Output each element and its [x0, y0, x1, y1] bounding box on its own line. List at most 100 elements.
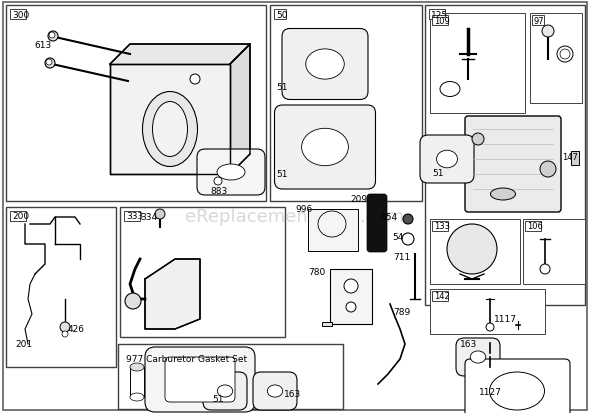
Bar	[432, 221, 448, 231]
Text: 97: 97	[534, 17, 545, 26]
Text: 51: 51	[276, 83, 287, 92]
Text: 1127: 1127	[479, 387, 502, 396]
Circle shape	[403, 214, 413, 224]
Bar	[430, 14, 525, 114]
Text: 51: 51	[432, 169, 444, 178]
Bar	[571, 152, 579, 166]
Bar	[124, 211, 140, 221]
Bar	[530, 14, 582, 104]
Text: 163: 163	[460, 339, 477, 349]
Circle shape	[540, 161, 556, 178]
Text: 147: 147	[562, 153, 578, 162]
Bar	[430, 289, 545, 334]
Polygon shape	[145, 259, 200, 329]
Bar	[274, 10, 286, 20]
Text: 333: 333	[126, 212, 143, 221]
Bar	[308, 209, 358, 252]
Circle shape	[540, 264, 550, 274]
Text: 163: 163	[284, 389, 301, 399]
Circle shape	[49, 33, 55, 39]
Ellipse shape	[143, 92, 198, 167]
Ellipse shape	[490, 189, 516, 201]
Text: 54: 54	[392, 233, 404, 242]
Polygon shape	[230, 45, 250, 175]
Text: 300: 300	[12, 10, 30, 19]
Bar	[130, 367, 144, 397]
Text: 51: 51	[276, 170, 287, 179]
Circle shape	[214, 178, 222, 185]
Text: 996: 996	[295, 205, 312, 214]
Bar	[523, 219, 585, 284]
Text: 201: 201	[15, 339, 32, 349]
Text: 883: 883	[210, 187, 227, 196]
Text: 133: 133	[434, 222, 450, 231]
FancyBboxPatch shape	[197, 150, 265, 195]
Bar	[432, 291, 448, 301]
Circle shape	[542, 26, 554, 38]
Bar	[10, 10, 26, 20]
Circle shape	[447, 224, 497, 274]
Ellipse shape	[130, 363, 144, 371]
Circle shape	[344, 279, 358, 293]
Text: 142: 142	[434, 292, 450, 301]
Ellipse shape	[130, 393, 144, 401]
Bar	[120, 207, 285, 337]
Text: 977 Carburetor Gasket Set: 977 Carburetor Gasket Set	[126, 354, 247, 363]
Text: 51: 51	[212, 394, 224, 404]
Bar	[525, 221, 541, 231]
Text: 780: 780	[308, 268, 325, 277]
FancyBboxPatch shape	[465, 117, 561, 212]
FancyBboxPatch shape	[420, 136, 474, 183]
Circle shape	[60, 322, 70, 332]
Ellipse shape	[267, 385, 283, 397]
Polygon shape	[110, 65, 230, 175]
Text: 106: 106	[527, 222, 543, 231]
Ellipse shape	[306, 50, 344, 80]
Bar	[6, 6, 266, 202]
Circle shape	[62, 331, 68, 337]
Bar	[322, 322, 332, 326]
Ellipse shape	[152, 102, 188, 157]
Text: 109: 109	[434, 17, 450, 26]
FancyBboxPatch shape	[274, 106, 375, 190]
Circle shape	[560, 50, 570, 60]
Text: 654: 654	[380, 213, 397, 222]
Circle shape	[557, 47, 573, 63]
FancyBboxPatch shape	[367, 195, 387, 252]
Ellipse shape	[440, 82, 460, 97]
Bar	[429, 10, 445, 20]
Text: 426: 426	[68, 325, 85, 334]
Circle shape	[155, 209, 165, 219]
Text: 200: 200	[12, 212, 29, 221]
FancyBboxPatch shape	[145, 347, 255, 412]
Text: 711: 711	[393, 253, 410, 262]
Circle shape	[472, 134, 484, 146]
Bar	[425, 6, 585, 305]
Circle shape	[46, 60, 52, 66]
Polygon shape	[110, 45, 250, 65]
Bar	[118, 344, 343, 409]
Ellipse shape	[217, 385, 232, 397]
Text: 50: 50	[276, 10, 287, 19]
Bar	[6, 207, 116, 367]
Bar	[270, 6, 422, 202]
FancyBboxPatch shape	[456, 338, 500, 376]
FancyBboxPatch shape	[253, 372, 297, 410]
Bar	[430, 219, 520, 284]
Bar	[330, 269, 372, 324]
Text: 334: 334	[140, 213, 157, 222]
Bar	[432, 16, 448, 26]
FancyBboxPatch shape	[203, 372, 247, 410]
Text: 125: 125	[431, 10, 448, 19]
Circle shape	[45, 59, 55, 69]
Bar	[10, 211, 26, 221]
Ellipse shape	[490, 372, 545, 410]
Ellipse shape	[217, 165, 245, 180]
Text: 789: 789	[393, 308, 410, 317]
Circle shape	[48, 32, 58, 42]
Ellipse shape	[437, 151, 457, 169]
Bar	[532, 16, 544, 26]
Text: eReplacementParts.com: eReplacementParts.com	[185, 207, 405, 225]
Circle shape	[190, 75, 200, 85]
Circle shape	[486, 323, 494, 331]
